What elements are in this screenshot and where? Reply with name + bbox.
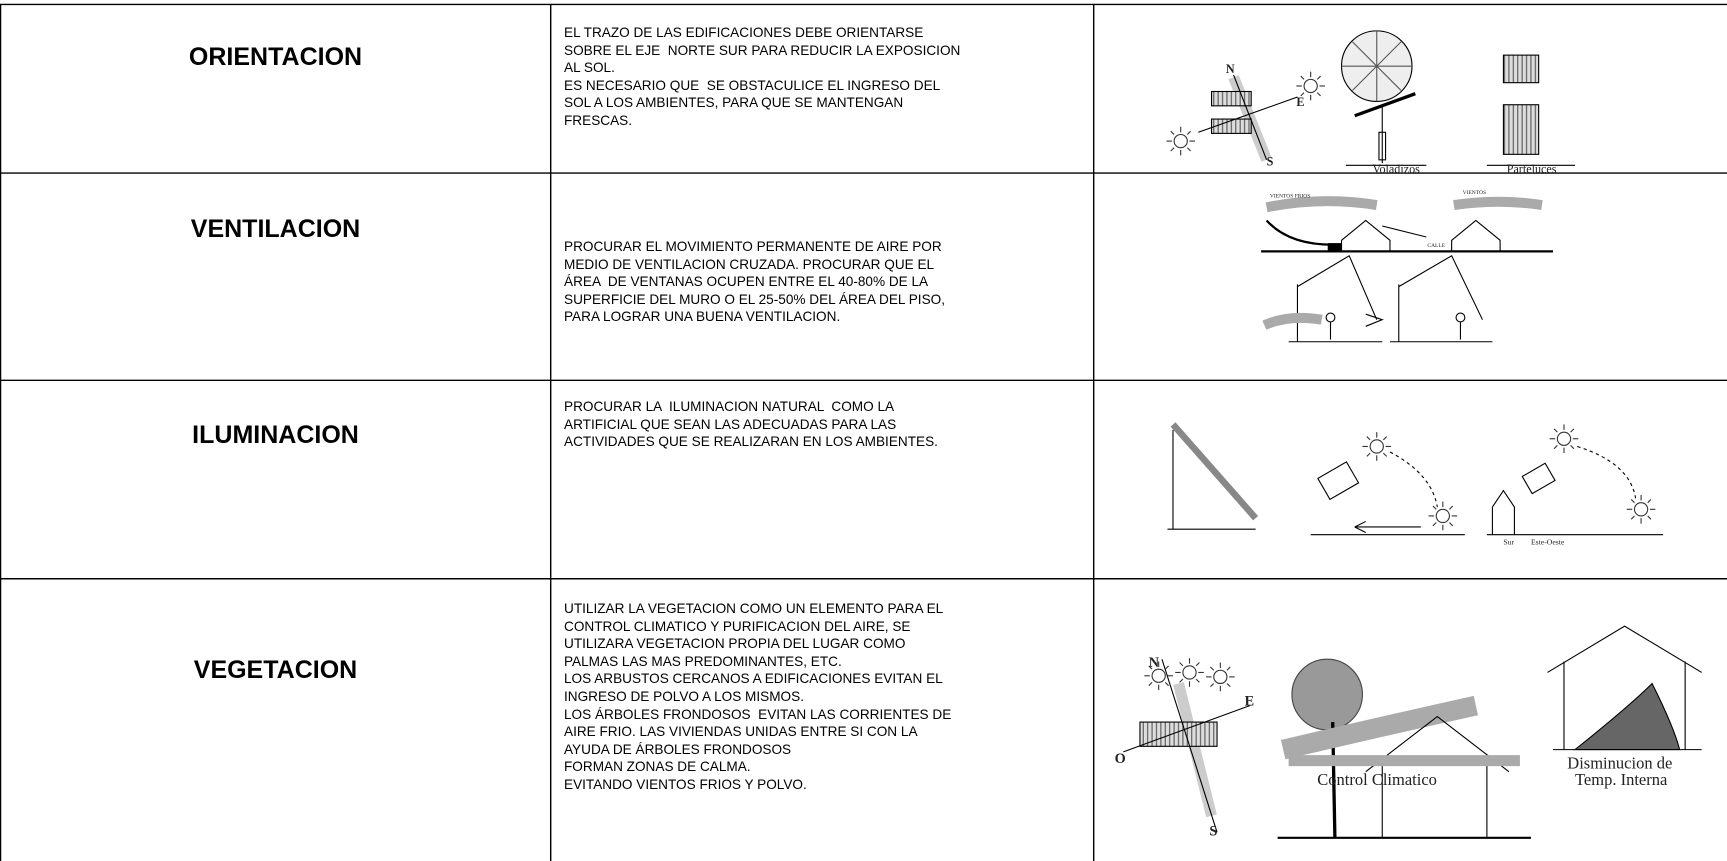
figure-label: Este-Oeste bbox=[1531, 538, 1565, 547]
row-text: PROCURAR LA ILUMINACION NATURAL COMO LA A… bbox=[564, 398, 1080, 451]
figure-vegetation: N E S O Control Climatico Disminucion de… bbox=[1115, 625, 1702, 840]
figure-label: S bbox=[1209, 824, 1217, 840]
text-line: ACTIVIDADES QUE SE REALIZARAN EN LOS AMB… bbox=[564, 434, 938, 450]
figure-label: VIENTOS FRIOS bbox=[1270, 193, 1310, 199]
text-line: MEDIO DE VENTILACION CRUZADA. PROCURAR Q… bbox=[564, 256, 935, 272]
figure-label: S bbox=[1267, 154, 1274, 168]
figure-label: Voladizos bbox=[1372, 162, 1420, 176]
row-text: EL TRAZO DE LAS EDIFICACIONES DEBE ORIEN… bbox=[564, 24, 1080, 130]
text-line: PARA LOGRAR UNA BUENA VENTILACION. bbox=[564, 309, 841, 325]
figure-label: Control Climatico bbox=[1317, 770, 1437, 789]
row-text: UTILIZAR LA VEGETACION COMO UN ELEMENTO … bbox=[564, 600, 1080, 794]
figure-label: Temp. Interna bbox=[1575, 770, 1668, 789]
table-borders bbox=[0, 3, 1727, 861]
row-text: PROCURAR EL MOVIMIENTO PERMANENTE DE AIR… bbox=[564, 238, 1080, 326]
text-line: ARTIFICIAL QUE SEAN LAS ADECUADAS PARA L… bbox=[564, 416, 897, 432]
figure-orientation: N E S Voladizos Parteluces bbox=[1165, 30, 1576, 176]
text-line: UTILIZAR LA VEGETACION COMO UN ELEMENTO … bbox=[564, 601, 944, 616]
row-title: VEGETACION bbox=[193, 656, 358, 684]
text-line: FORMAN ZONAS DE CALMA. bbox=[564, 759, 751, 775]
text-line: FRESCAS. bbox=[564, 112, 632, 128]
text-line: LOS ÁRBOLES FRONDOSOS EVITAN LAS CORRIEN… bbox=[564, 706, 952, 722]
text-line: EL TRAZO DE LAS EDIFICACIONES DEBE ORIEN… bbox=[564, 25, 924, 40]
figure-label: Parteluces bbox=[1507, 162, 1557, 176]
text-line: SUPERFICIE DEL MURO O EL 25-50% DEL ÁREA… bbox=[564, 291, 945, 307]
text-line: SOL A LOS AMBIENTES, PARA QUE SE MANTENG… bbox=[564, 95, 904, 111]
text-line: AL SOL. bbox=[564, 60, 615, 76]
text-line: PROCURAR EL MOVIMIENTO PERMANENTE DE AIR… bbox=[564, 239, 942, 254]
text-line: PALMAS LAS MAS PREDOMINANTES, ETC. bbox=[564, 653, 842, 669]
figure-lighting: Sur Este-Oeste bbox=[1167, 422, 1664, 547]
figure-label: VIENTOS bbox=[1463, 190, 1486, 196]
figure-label: O bbox=[1115, 751, 1126, 767]
text-line: AIRE FRIO. LAS VIVIENDAS UNIDAS ENTRE SI… bbox=[564, 724, 918, 740]
text-line: LOS ARBUSTOS CERCANOS A EDIFICACIONES EV… bbox=[564, 671, 943, 687]
text-line: INGRESO DE POLVO A LOS MISMOS. bbox=[564, 688, 804, 704]
text-line: ÁREA DE VENTANAS OCUPEN ENTRE EL 40-80% … bbox=[564, 274, 929, 290]
figure-label: Disminucion de bbox=[1567, 753, 1672, 772]
figure-label: N bbox=[1149, 655, 1160, 671]
row-title: VENTILACION bbox=[190, 215, 361, 243]
row-title: ORIENTACION bbox=[188, 43, 363, 71]
figure-ventilation: VIENTOS FRIOS VIENTOS CALLE bbox=[1261, 190, 1553, 343]
text-line: PROCURAR LA ILUMINACION NATURAL COMO LA bbox=[564, 399, 895, 414]
figure-label: CALLE bbox=[1427, 243, 1445, 249]
text-line: UTILIZARA VEGETACION PROPIA DEL LUGAR CO… bbox=[564, 636, 906, 652]
text-line: AYUDA DE ÁRBOLES FRONDOSOS bbox=[564, 741, 792, 757]
row-title: ILUMINACION bbox=[192, 421, 359, 449]
text-line: ES NECESARIO QUE SE OBSTACULICE EL INGRE… bbox=[564, 77, 941, 93]
figure-label: N bbox=[1226, 62, 1235, 76]
figure-label: E bbox=[1245, 694, 1255, 710]
text-line: CONTROL CLIMATICO Y PURIFICACION DEL AIR… bbox=[564, 618, 911, 634]
text-line: EVITANDO VIENTOS FRIOS Y POLVO. bbox=[564, 776, 807, 792]
figure-label: E bbox=[1296, 95, 1304, 109]
text-line: SOBRE EL EJE NORTE SUR PARA REDUCIR LA E… bbox=[564, 42, 961, 58]
figure-label: Sur bbox=[1503, 538, 1514, 547]
